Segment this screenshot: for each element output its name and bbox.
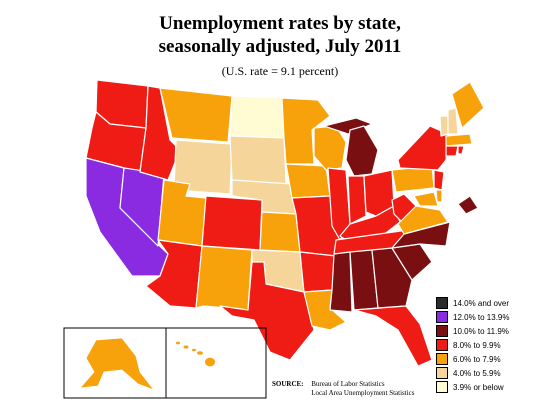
legend-label: 12.0% to 13.9% (453, 312, 510, 322)
state-arkansas (299, 251, 337, 293)
source-note: SOURCE: Bureau of Labor Statistics Local… (272, 380, 415, 398)
legend-label: 8.0% to 9.9% (453, 340, 501, 350)
state-wisconsin (313, 125, 347, 171)
state-kansas (259, 211, 301, 253)
state-texas (219, 261, 315, 361)
state-maine (451, 81, 485, 129)
state-new-hampshire (447, 107, 459, 135)
state-south-dakota (229, 135, 287, 185)
legend-label: 4.0% to 5.9% (453, 368, 501, 378)
state-new-jersey (433, 169, 445, 191)
state-rhode-island (457, 145, 465, 155)
state-massachusetts (445, 133, 473, 147)
state-colorado (201, 195, 263, 251)
state-iowa (285, 163, 331, 199)
legend-item-10-to-11-9: 10.0% to 11.9% (436, 324, 556, 338)
state-new-mexico (195, 245, 253, 311)
state-michigan-upper (323, 117, 373, 135)
legend-label: 6.0% to 7.9% (453, 354, 501, 364)
source-line-1: Bureau of Labor Statistics (311, 380, 385, 388)
legend-item-12-to-13-9: 12.0% to 13.9% (436, 310, 556, 324)
legend-swatch (436, 311, 448, 323)
source-label: SOURCE: (272, 380, 304, 388)
state-alaska (79, 337, 156, 391)
state-new-york (397, 125, 449, 171)
state-vermont (439, 115, 449, 137)
state-wyoming (173, 139, 233, 195)
state-north-dakota (229, 95, 285, 139)
state-virginia (397, 205, 449, 235)
legend-swatch (436, 325, 448, 337)
map-title: Unemployment rates by state, seasonally … (0, 12, 560, 58)
state-georgia (371, 247, 413, 309)
state-connecticut (445, 145, 459, 157)
state-district-of-columbia (457, 195, 479, 215)
legend-label: 14.0% and over (453, 298, 510, 308)
legend-item-14-and-over: 14.0% and over (436, 296, 556, 310)
legend-item-4-to-5-9: 4.0% to 5.9% (436, 366, 556, 380)
legend-item-8-to-9-9: 8.0% to 9.9% (436, 338, 556, 352)
legend-swatch (436, 367, 448, 379)
state-maryland (413, 191, 439, 207)
state-florida (353, 305, 433, 367)
legend-swatch (436, 297, 448, 309)
legend-item-6-to-7-9: 6.0% to 7.9% (436, 352, 556, 366)
state-hawaii (176, 341, 215, 367)
state-indiana (347, 175, 367, 225)
state-delaware (435, 189, 443, 203)
map-legend: 14.0% and over 12.0% to 13.9% 10.0% to 1… (436, 296, 556, 394)
state-montana (159, 87, 233, 143)
state-minnesota (281, 97, 331, 165)
map-subtitle: (U.S. rate = 9.1 percent) (221, 64, 339, 78)
legend-swatch (436, 339, 448, 351)
inset-box-hawaii (165, 327, 267, 399)
state-michigan (345, 125, 379, 177)
legend-label: 10.0% to 11.9% (453, 326, 509, 336)
legend-swatch (436, 353, 448, 365)
legend-swatch (436, 381, 448, 393)
title-line-2: seasonally adjusted, July 2011 (158, 36, 402, 57)
legend-item-3-9-or-below: 3.9% or below (436, 380, 556, 394)
legend-label: 3.9% or below (453, 382, 504, 392)
source-line-2: Local Area Unemployment Statistics (311, 389, 415, 397)
title-line-1: Unemployment rates by state, (159, 13, 401, 34)
state-mississippi (329, 251, 353, 313)
